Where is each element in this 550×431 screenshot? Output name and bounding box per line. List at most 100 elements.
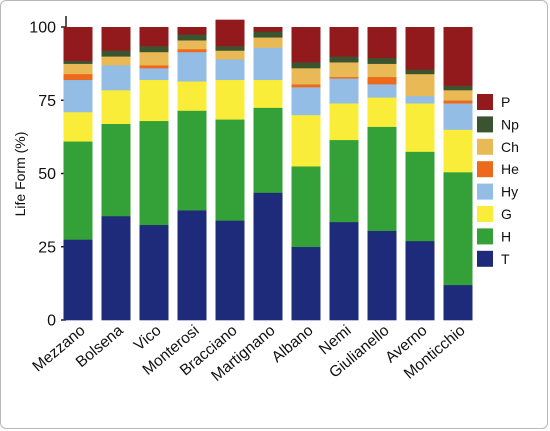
legend-item-h: H [477,228,511,245]
bar-segment-p-bolsena [101,27,131,51]
legend-label-he: He [501,161,519,177]
bar-segment-h-mezzano [63,141,93,240]
legend-label-hy: Hy [501,184,518,200]
bar-monterosi [177,27,207,321]
bar-segment-h-monticchio [443,172,473,286]
bar-segment-np-bolsena [101,50,131,57]
bar-monticchio [443,27,473,321]
legend-item-np: Np [477,116,519,133]
legend-swatch-he [477,161,493,178]
bar-segment-np-giulianello [367,57,397,64]
legend-swatch-np [477,116,493,133]
y-tick-label: 75 [38,93,56,110]
legend-label-ch: Ch [501,139,519,155]
y-tick-label: 0 [47,313,56,330]
bar-segment-np-monticchio [443,85,473,91]
bar-giulianello [367,27,397,321]
bar-segment-hy-bracciano [215,59,245,81]
legend-item-ch: Ch [477,138,519,155]
bar-segment-np-albano [291,62,321,69]
legend-item-g: G [477,206,512,222]
y-axis: 0 25 50 75 100 [29,16,67,330]
y-tick-label: 25 [38,239,56,256]
legend-swatch-h [477,228,493,245]
bar-segment-p-bracciano [215,19,245,47]
bar-segment-h-bracciano [215,119,245,221]
y-tick-label: 50 [38,166,56,183]
bar-segment-np-nemi [329,56,359,63]
bar-segment-g-giulianello [367,97,397,127]
bar-segment-t-nemi [329,221,359,321]
bar-segment-np-bracciano [215,46,245,51]
bar-segment-np-vico [139,46,169,53]
bar-segment-p-monticchio [443,27,473,86]
bar-segment-h-martignano [253,107,283,193]
bar-segment-he-giulianello [367,76,397,85]
bar-segment-hy-mezzano [63,79,93,113]
bar-segment-ch-giulianello [367,63,397,78]
bar-segment-g-averno [405,103,435,152]
bar-segment-ch-bolsena [101,56,131,66]
bar-segment-t-albano [291,246,321,321]
bar-bracciano [215,19,245,321]
legend: P Np Ch He Hy GHT [477,94,519,267]
bar-segment-he-monterosi [177,48,207,53]
bar-segment-hy-monterosi [177,51,207,82]
bars [63,19,473,321]
bar-segment-ch-martignano [253,37,283,48]
bar-segment-g-albano [291,114,321,167]
bar-segment-g-nemi [329,103,359,141]
bar-segment-t-bracciano [215,220,245,321]
bar-segment-hy-albano [291,87,321,116]
bar-vico [139,27,169,321]
bar-segment-g-vico [139,79,169,122]
bar-segment-hy-giulianello [367,84,397,98]
legend-item-p: P [477,94,510,110]
bar-segment-np-averno [405,69,435,75]
bar-segment-p-nemi [329,27,359,57]
legend-label-p: P [501,94,510,110]
y-axis-title: Life Form (%) [12,132,28,217]
bar-segment-he-monticchio [443,100,473,104]
bar-segment-h-monterosi [177,110,207,211]
bar-segment-np-monterosi [177,34,207,41]
bar-segment-g-bolsena [101,89,131,124]
bar-segment-ch-vico [139,51,169,66]
bar-segment-ch-mezzano [63,63,93,75]
bar-segment-np-mezzano [63,60,93,64]
bar-segment-hy-monticchio [443,103,473,130]
bar-segment-g-martignano [253,79,283,108]
bar-segment-p-martignano [253,27,283,32]
bar-segment-he-vico [139,65,169,69]
y-tick-label: 100 [29,20,56,37]
bar-segment-g-mezzano [63,111,93,142]
legend-item-t: T [477,251,510,267]
bar-segment-he-mezzano [63,73,93,81]
bar-nemi [329,27,359,321]
legend-swatch-p [477,94,493,110]
legend-label-g: G [501,206,512,222]
bar-segment-t-monterosi [177,210,207,321]
bar-segment-t-vico [139,224,169,321]
bar-segment-h-nemi [329,139,359,223]
bar-segment-ch-monterosi [177,40,207,50]
bar-segment-h-bolsena [101,123,131,217]
bar-segment-h-vico [139,120,169,226]
bar-segment-h-albano [291,166,321,248]
bar-segment-hy-bolsena [101,65,131,91]
bar-segment-p-vico [139,27,169,47]
bar-segment-h-giulianello [367,126,397,231]
bar-segment-ch-bracciano [215,50,245,60]
bar-segment-hy-martignano [253,47,283,81]
bar-segment-p-monterosi [177,27,207,35]
bar-segment-p-giulianello [367,27,397,59]
bar-segment-p-albano [291,27,321,63]
legend-swatch-hy [477,183,493,200]
bar-mezzano [63,27,93,321]
bar-segment-hy-vico [139,68,169,81]
bar-segment-t-martignano [253,192,283,321]
bar-segment-g-monterosi [177,81,207,111]
